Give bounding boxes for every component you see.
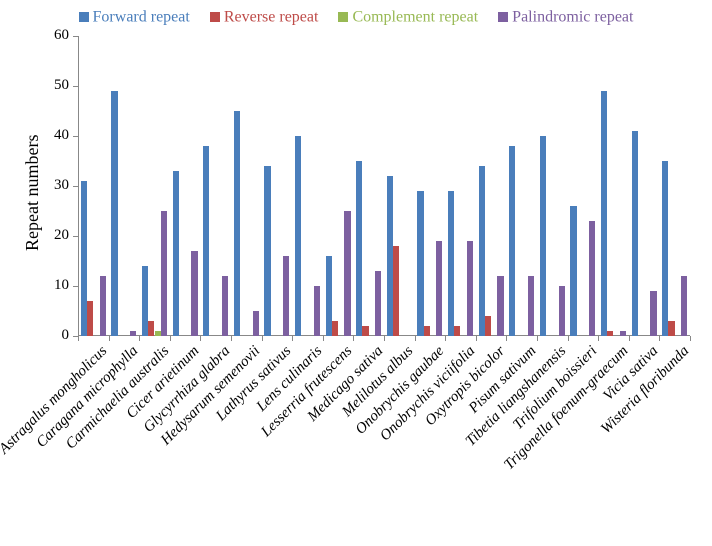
bar [601,91,607,336]
bar [161,211,167,336]
legend-label: Forward repeat [93,8,190,25]
x-tick [568,336,569,341]
y-tick-label: 30 [39,177,69,194]
y-tick [73,136,78,137]
bar [264,166,270,336]
y-tick-label: 50 [39,77,69,94]
x-tick [78,336,79,341]
y-tick-label: 0 [39,327,69,344]
y-tick [73,236,78,237]
bar [528,276,534,336]
x-tick [292,336,293,341]
x-tick [170,336,171,341]
bar [295,136,301,336]
legend-label: Reverse repeat [224,8,319,25]
bar [356,161,362,336]
x-tick [384,336,385,341]
bar [681,276,687,336]
bar [497,276,503,336]
bar [589,221,595,336]
y-tick [73,186,78,187]
y-tick-label: 40 [39,127,69,144]
bar [607,331,613,336]
x-tick [659,336,660,341]
x-tick [598,336,599,341]
bar [436,241,442,336]
bar [454,326,460,336]
legend-swatch [210,12,220,22]
bar [479,166,485,336]
bar [509,146,515,336]
bar [485,316,491,336]
bar [283,256,289,336]
bar [173,171,179,336]
bar [424,326,430,336]
bar [87,301,93,336]
x-tick [445,336,446,341]
x-tick [415,336,416,341]
legend-item: Forward repeat [79,8,190,26]
x-tick [537,336,538,341]
bar [130,331,136,336]
x-tick [353,336,354,341]
bar [191,251,197,336]
legend-swatch [79,12,89,22]
x-tick [139,336,140,341]
bar [448,191,454,336]
x-tick [231,336,232,341]
y-axis-line [78,36,79,336]
bar [417,191,423,336]
x-tick [323,336,324,341]
x-tick [690,336,691,341]
legend-item: Palindromic repeat [498,8,633,26]
bar [393,246,399,336]
x-tick [476,336,477,341]
bar [375,271,381,336]
plot-area: 0102030405060 [78,36,690,336]
x-tick [506,336,507,341]
x-tick [200,336,201,341]
bar [203,146,209,336]
legend-label: Complement repeat [352,8,478,25]
legend: Forward repeat Reverse repeat Complement r… [0,8,712,26]
y-tick [73,36,78,37]
legend-label: Palindromic repeat [512,8,633,25]
bar [570,206,576,336]
bar [467,241,473,336]
y-tick-label: 20 [39,227,69,244]
x-tick [629,336,630,341]
bar [234,111,240,336]
bar [100,276,106,336]
bar [111,91,117,336]
bar [253,311,259,336]
x-tick [109,336,110,341]
bar [314,286,320,336]
x-tick [262,336,263,341]
legend-item: Complement repeat [338,8,478,26]
legend-item: Reverse repeat [210,8,319,26]
legend-swatch [338,12,348,22]
bar [559,286,565,336]
y-tick-label: 60 [39,27,69,44]
bar [344,211,350,336]
y-tick-label: 10 [39,277,69,294]
bar [540,136,546,336]
x-axis-labels: Astragalus mongholicusCaragana microphyl… [78,343,690,543]
y-tick [73,86,78,87]
bar [632,131,638,336]
bar [662,161,668,336]
bar [650,291,656,336]
bar [222,276,228,336]
bar [362,326,368,336]
bar [332,321,338,336]
legend-swatch [498,12,508,22]
bar [668,321,674,336]
y-tick [73,286,78,287]
bar [620,331,626,336]
